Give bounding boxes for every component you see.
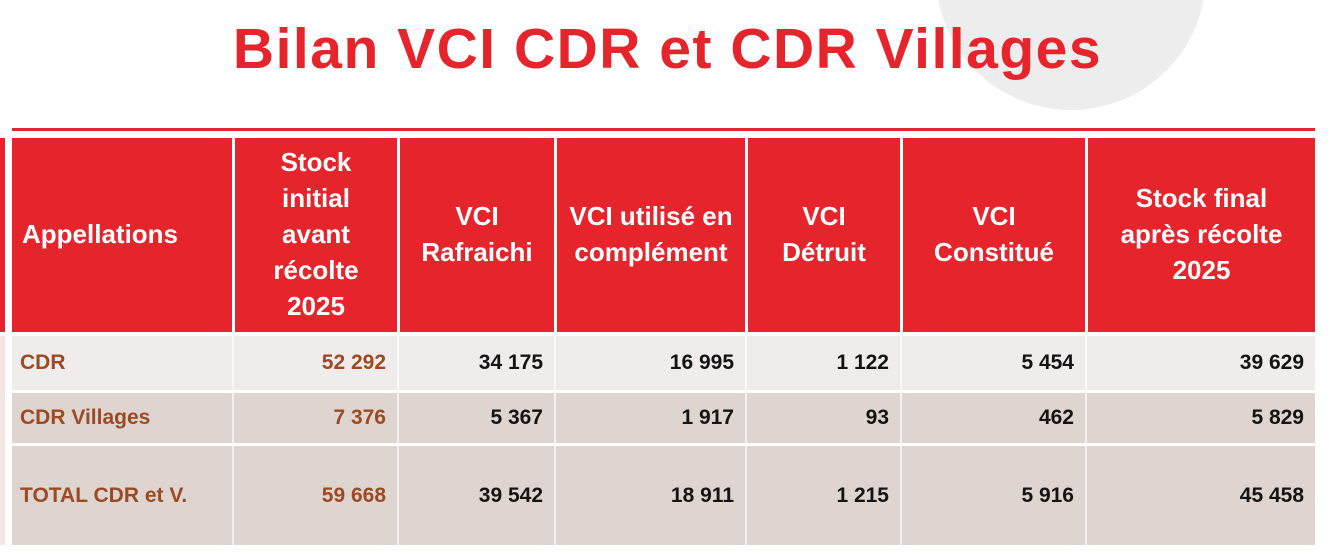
cell-vci-constitue: 5 916 <box>900 446 1085 545</box>
column-header-vci-rafraichi: VCI Rafraichi <box>397 138 554 332</box>
column-header-stock-final: Stock final après récolte 2025 <box>1085 138 1315 332</box>
column-header-appellations: Appellations <box>22 219 179 250</box>
cell-vci-rafraichi: 39 542 <box>397 446 554 545</box>
cell-vci-utilise: 18 911 <box>554 446 745 545</box>
row-label: TOTAL CDR et V. <box>20 483 188 507</box>
column-header-vci-detruit: VCI Détruit <box>745 138 900 332</box>
column-header-stock-initial: Stock initial avant récolte 2025 <box>232 138 397 332</box>
row-label: CDR Villages <box>20 406 151 429</box>
page-title: Bilan VCI CDR et CDR Villages <box>232 17 1103 81</box>
table-header-row: Appellations Stock initial avant récolte… <box>12 138 1315 332</box>
cell-stock-final: 45 458 <box>1085 446 1315 545</box>
cell-vci-constitue: 462 <box>900 393 1085 443</box>
table-row-cdr: CDR 52 292 34 175 16 995 1 122 5 454 39 … <box>12 336 1315 390</box>
cell-stock-final: 39 629 <box>1085 336 1315 390</box>
left-edge-sliver-body <box>0 336 5 545</box>
table-top-border <box>12 128 1315 131</box>
cell-vci-detruit: 1 215 <box>745 446 900 545</box>
cell-vci-constitue: 5 454 <box>900 336 1085 390</box>
column-header-vci-utilise: VCI utilisé en complément <box>554 138 745 332</box>
cell-stock-initial: 52 292 <box>232 336 397 390</box>
watermark-clip <box>0 0 1335 137</box>
background-ring-watermark <box>936 0 1206 110</box>
cell-stock-final: 5 829 <box>1085 393 1315 443</box>
cell-vci-rafraichi: 5 367 <box>397 393 554 443</box>
cell-vci-detruit: 1 122 <box>745 336 900 390</box>
cell-vci-utilise: 1 917 <box>554 393 745 443</box>
cell-vci-utilise: 16 995 <box>554 336 745 390</box>
row-label: CDR <box>20 351 66 374</box>
column-header-vci-constitue: VCI Constitué <box>900 138 1085 332</box>
cell-stock-initial: 59 668 <box>232 446 397 545</box>
left-edge-sliver-header <box>0 138 5 332</box>
cell-vci-rafraichi: 34 175 <box>397 336 554 390</box>
cell-stock-initial: 7 376 <box>232 393 397 443</box>
table-row-total: TOTAL CDR et V. 59 668 39 542 18 911 1 2… <box>12 446 1315 545</box>
vci-balance-table: Appellations Stock initial avant récolte… <box>12 138 1315 545</box>
cell-vci-detruit: 93 <box>745 393 900 443</box>
table-row-cdr-villages: CDR Villages 7 376 5 367 1 917 93 462 5 … <box>12 393 1315 443</box>
